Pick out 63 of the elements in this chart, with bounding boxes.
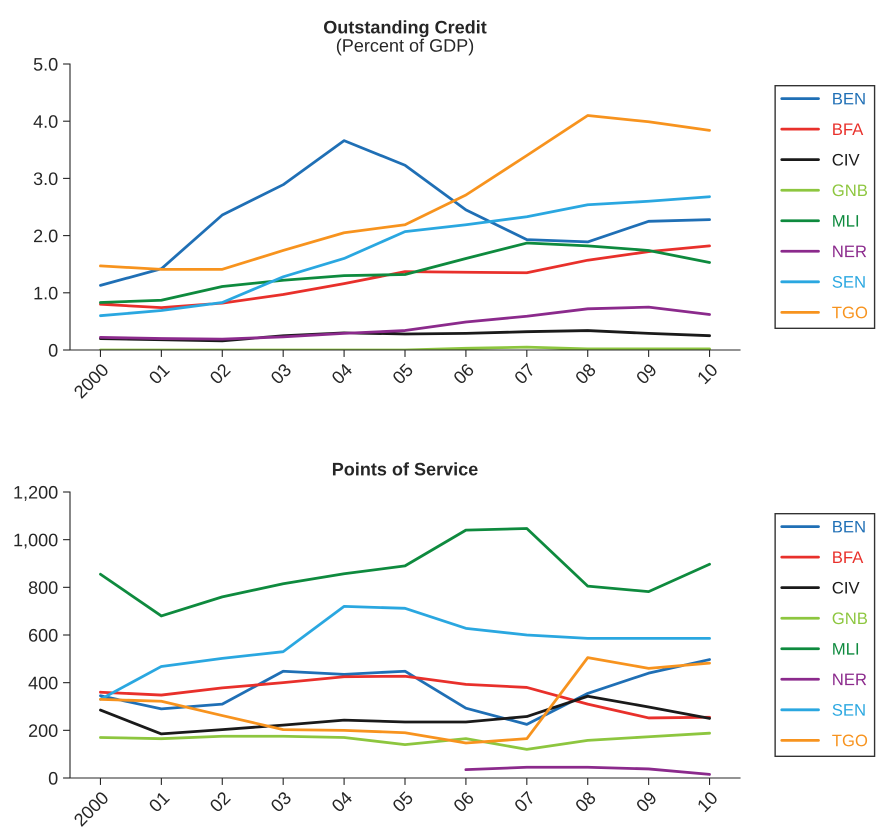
legend-label: BFA [833, 124, 864, 135]
chart-title: Outstanding Credit [324, 20, 487, 38]
x-tick-label: 09 [635, 362, 658, 385]
line-series [99, 605, 711, 701]
y-tick-label: 1,200 [14, 486, 58, 501]
chart-subtitle: (Percent of GDP) [336, 38, 474, 56]
legend-label: CIV [832, 154, 860, 166]
legend-label: NER [833, 246, 866, 258]
x-tick-label: 07 [513, 362, 536, 385]
x-tick-label: 08 [574, 790, 597, 813]
x-tick-label: 02 [208, 362, 232, 385]
line-series [99, 732, 711, 751]
legend-label: BEN [833, 92, 865, 104]
legend-label: GNB [832, 184, 868, 196]
y-tick-label: 5.0 [34, 58, 58, 71]
x-tick-label: 03 [270, 362, 292, 385]
y-tick-label: 600 [28, 628, 58, 642]
x-tick-label: 04 [330, 790, 354, 813]
line-series [464, 766, 711, 776]
y-tick-label: 1.0 [34, 286, 58, 300]
line-series [99, 139, 711, 287]
legend-label: SEN [832, 704, 865, 716]
y-tick-label: 0 [48, 772, 58, 785]
x-tick-label: 02 [208, 790, 232, 813]
x-tick-label: 01 [148, 362, 170, 385]
x-tick-label: 03 [270, 790, 292, 813]
x-tick-label: 01 [148, 790, 170, 813]
legend-label: MLI [833, 215, 858, 227]
legend-label: CIV [832, 582, 860, 594]
legend-label: NER [833, 674, 866, 686]
legend-label: GNB [832, 612, 868, 624]
line-series [99, 674, 711, 720]
y-tick-label: 2.0 [34, 230, 58, 242]
y-tick-label: 400 [28, 676, 58, 690]
x-tick-label: 05 [392, 790, 414, 813]
line-series [99, 114, 711, 271]
legend-label: BFA [833, 552, 864, 563]
x-tick-label: 08 [574, 362, 597, 385]
legend-label: TGO [832, 306, 868, 318]
line-series [99, 195, 711, 318]
legend-label: MLI [833, 643, 858, 655]
y-tick-label: 4.0 [34, 115, 58, 128]
x-tick-label: 06 [452, 362, 475, 385]
line-series [99, 694, 711, 736]
x-tick-label: 07 [513, 790, 536, 813]
y-tick-label: 200 [28, 724, 58, 738]
x-tick-label: 06 [452, 790, 475, 813]
y-tick-label: 0 [48, 344, 58, 357]
legend-label: SEN [832, 276, 865, 288]
x-tick-label: 10 [696, 362, 718, 384]
line-series [99, 527, 711, 618]
x-tick-label: 04 [330, 362, 354, 385]
line-series [99, 656, 711, 744]
y-tick-label: 800 [28, 581, 58, 594]
line-series [99, 306, 711, 341]
x-tick-label: 10 [696, 790, 718, 812]
legend-label: BEN [833, 520, 865, 532]
y-tick-label: 1,000 [14, 534, 58, 549]
x-tick-label: 09 [635, 790, 658, 813]
chart-title: Points of Service [332, 462, 478, 476]
x-tick-label: 05 [392, 362, 414, 385]
legend-label: TGO [832, 734, 868, 746]
y-tick-label: 3.0 [34, 172, 58, 186]
